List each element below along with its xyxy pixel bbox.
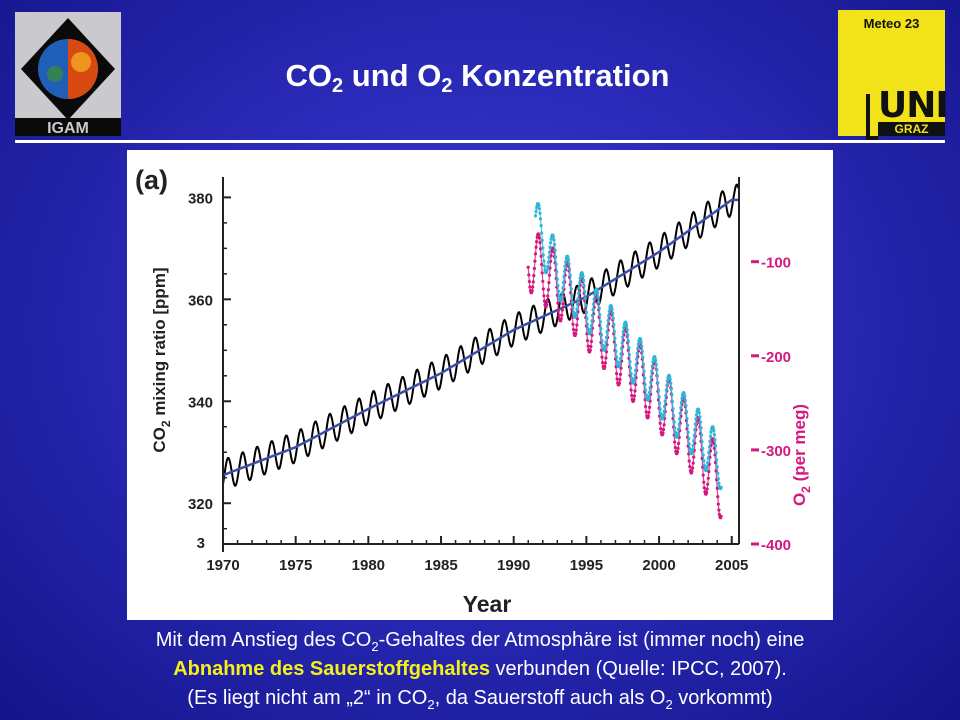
y-left-clipped-tick-label: 3 — [197, 535, 205, 552]
y-right-tick-label: -100 — [761, 255, 791, 272]
y-axis-right-label: O2 (per meg) — [790, 404, 813, 506]
meteo-slide-number: Meteo 23 — [863, 16, 920, 31]
o2-series-line — [527, 232, 722, 519]
chart-panel: 1970 1975 1980 1985 1990 1995 2000 2005 320 340 36… — [127, 150, 833, 620]
y-left-tick-label: 360 — [188, 292, 213, 309]
caption-line-1: Mit dem Anstieg des CO2-Gehaltes der Atm… — [155, 629, 805, 654]
x-tick-label: 1985 — [424, 557, 457, 574]
title-divider — [15, 140, 945, 143]
o2-series-magenta — [526, 232, 723, 520]
y-right-tick-label: -400 — [761, 537, 791, 554]
slide-caption: Mit dem Anstieg des CO2-Gehaltes der Atm… — [0, 626, 960, 713]
x-tick-label: 2005 — [715, 557, 748, 574]
x-tick-label: 1970 — [206, 557, 239, 574]
x-tick-label: 1990 — [497, 557, 530, 574]
co2-monthly-series — [223, 183, 739, 487]
o2-series-line — [534, 202, 722, 490]
panel-label: (a) — [135, 165, 168, 195]
caption-line-2: Abnahme des Sauerstoffgehaltes verbunden… — [173, 658, 787, 680]
o2-series-cyan — [533, 202, 723, 491]
caption-highlight: Abnahme des Sauerstoffgehaltes — [173, 658, 490, 680]
x-tick-label: 1995 — [570, 557, 603, 574]
y-left-tick-label: 340 — [188, 394, 213, 411]
logo-bracket — [866, 94, 878, 140]
y-right-tick-label: -300 — [761, 443, 791, 460]
graz-logo-text: GRAZ — [878, 122, 945, 136]
y-right-tick-label: -200 — [761, 349, 791, 366]
uni-graz-logo: Meteo 23 UNI GRAZ — [838, 10, 949, 140]
co2-o2-chart: 1970 1975 1980 1985 1990 1995 2000 2005 320 340 36… — [135, 165, 813, 617]
igam-logo-text: IGAM — [47, 120, 89, 136]
y-axis-left-label: CO2 mixing ratio [ppm] — [150, 267, 173, 452]
co2-trend-series — [223, 198, 739, 477]
slide-title: CO2 und O2 Konzentration — [285, 58, 670, 97]
y-left-tick-label: 380 — [188, 190, 213, 207]
x-tick-label: 1980 — [352, 557, 385, 574]
x-axis-label: Year — [463, 591, 512, 617]
uni-logo-text: UNI — [878, 85, 949, 126]
x-tick-label: 2000 — [642, 557, 675, 574]
caption-line-3: (Es liegt nicht am „2“ in CO2, da Sauers… — [187, 687, 773, 712]
y-left-tick-label: 320 — [188, 496, 213, 513]
igam-logo: IGAM — [15, 12, 121, 137]
x-tick-label: 1975 — [279, 557, 312, 574]
